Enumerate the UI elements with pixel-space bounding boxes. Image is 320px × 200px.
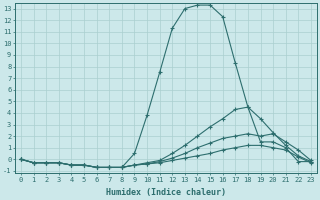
X-axis label: Humidex (Indice chaleur): Humidex (Indice chaleur) — [106, 188, 226, 197]
